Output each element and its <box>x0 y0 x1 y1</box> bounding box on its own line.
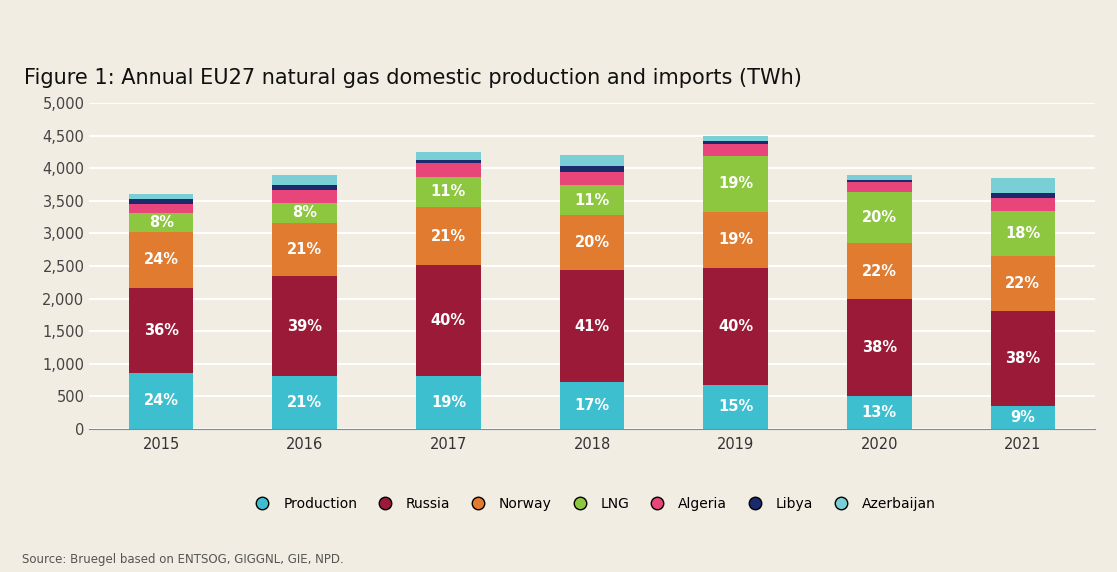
Bar <box>704 156 768 212</box>
Bar <box>128 373 193 429</box>
Text: 20%: 20% <box>861 210 897 225</box>
Text: Source: Bruegel based on ENTSOG, GIGGNL, GIE, NPD.: Source: Bruegel based on ENTSOG, GIGGNL,… <box>22 553 344 566</box>
Bar <box>560 270 624 383</box>
Bar <box>416 265 480 376</box>
Text: 21%: 21% <box>287 242 323 257</box>
Text: 21%: 21% <box>431 229 466 244</box>
Bar <box>704 385 768 429</box>
Text: 38%: 38% <box>861 340 897 355</box>
Bar <box>847 180 911 182</box>
Text: 20%: 20% <box>574 235 610 251</box>
Bar <box>847 174 911 180</box>
Bar <box>273 202 337 223</box>
Text: 40%: 40% <box>718 319 753 334</box>
Bar <box>128 213 193 232</box>
Bar <box>847 193 911 243</box>
Bar <box>273 174 337 185</box>
Bar <box>273 276 337 376</box>
Text: Figure 1: Annual EU27 natural gas domestic production and imports (TWh): Figure 1: Annual EU27 natural gas domest… <box>23 67 802 88</box>
Text: 41%: 41% <box>574 319 610 334</box>
Text: 24%: 24% <box>144 252 179 268</box>
Bar <box>704 268 768 385</box>
Bar <box>704 144 768 156</box>
Bar <box>128 194 193 199</box>
Bar <box>416 177 480 207</box>
Legend: Production, Russia, Norway, LNG, Algeria, Libya, Azerbaijan: Production, Russia, Norway, LNG, Algeria… <box>244 491 941 517</box>
Bar <box>273 376 337 429</box>
Text: 38%: 38% <box>1005 351 1040 366</box>
Text: 39%: 39% <box>287 319 323 333</box>
Bar <box>991 311 1056 406</box>
Text: 19%: 19% <box>718 177 753 192</box>
Bar <box>128 288 193 373</box>
Text: 8%: 8% <box>293 205 317 220</box>
Bar <box>416 160 480 163</box>
Text: 40%: 40% <box>431 313 466 328</box>
Bar <box>560 172 624 185</box>
Bar <box>416 376 480 429</box>
Text: 22%: 22% <box>861 264 897 279</box>
Text: 11%: 11% <box>574 193 610 208</box>
Text: 17%: 17% <box>574 398 610 413</box>
Text: 11%: 11% <box>431 184 466 200</box>
Bar <box>273 223 337 276</box>
Bar <box>847 243 911 299</box>
Bar <box>273 190 337 202</box>
Bar <box>128 199 193 204</box>
Bar <box>416 207 480 265</box>
Bar <box>416 163 480 177</box>
Text: 22%: 22% <box>1005 276 1040 291</box>
Text: 13%: 13% <box>861 405 897 420</box>
Bar <box>560 155 624 166</box>
Text: 15%: 15% <box>718 399 753 415</box>
Bar <box>128 232 193 288</box>
Text: 18%: 18% <box>1005 225 1040 241</box>
Bar <box>560 216 624 270</box>
Bar <box>704 212 768 268</box>
Bar <box>847 299 911 396</box>
Bar <box>991 178 1056 193</box>
Bar <box>991 210 1056 256</box>
Bar <box>991 198 1056 210</box>
Bar <box>273 185 337 190</box>
Bar <box>847 396 911 429</box>
Bar <box>416 152 480 160</box>
Text: 21%: 21% <box>287 395 323 410</box>
Bar <box>704 136 768 141</box>
Bar <box>560 383 624 429</box>
Bar <box>991 193 1056 198</box>
Bar <box>991 406 1056 429</box>
Text: 8%: 8% <box>149 215 173 230</box>
Text: 19%: 19% <box>718 232 753 247</box>
Text: 19%: 19% <box>431 395 466 410</box>
Bar <box>128 204 193 213</box>
Bar <box>560 185 624 216</box>
Text: 36%: 36% <box>144 323 179 338</box>
Bar <box>704 141 768 144</box>
Text: 9%: 9% <box>1011 410 1035 425</box>
Bar <box>991 256 1056 311</box>
Bar <box>560 166 624 172</box>
Bar <box>847 182 911 193</box>
Text: 24%: 24% <box>144 394 179 408</box>
